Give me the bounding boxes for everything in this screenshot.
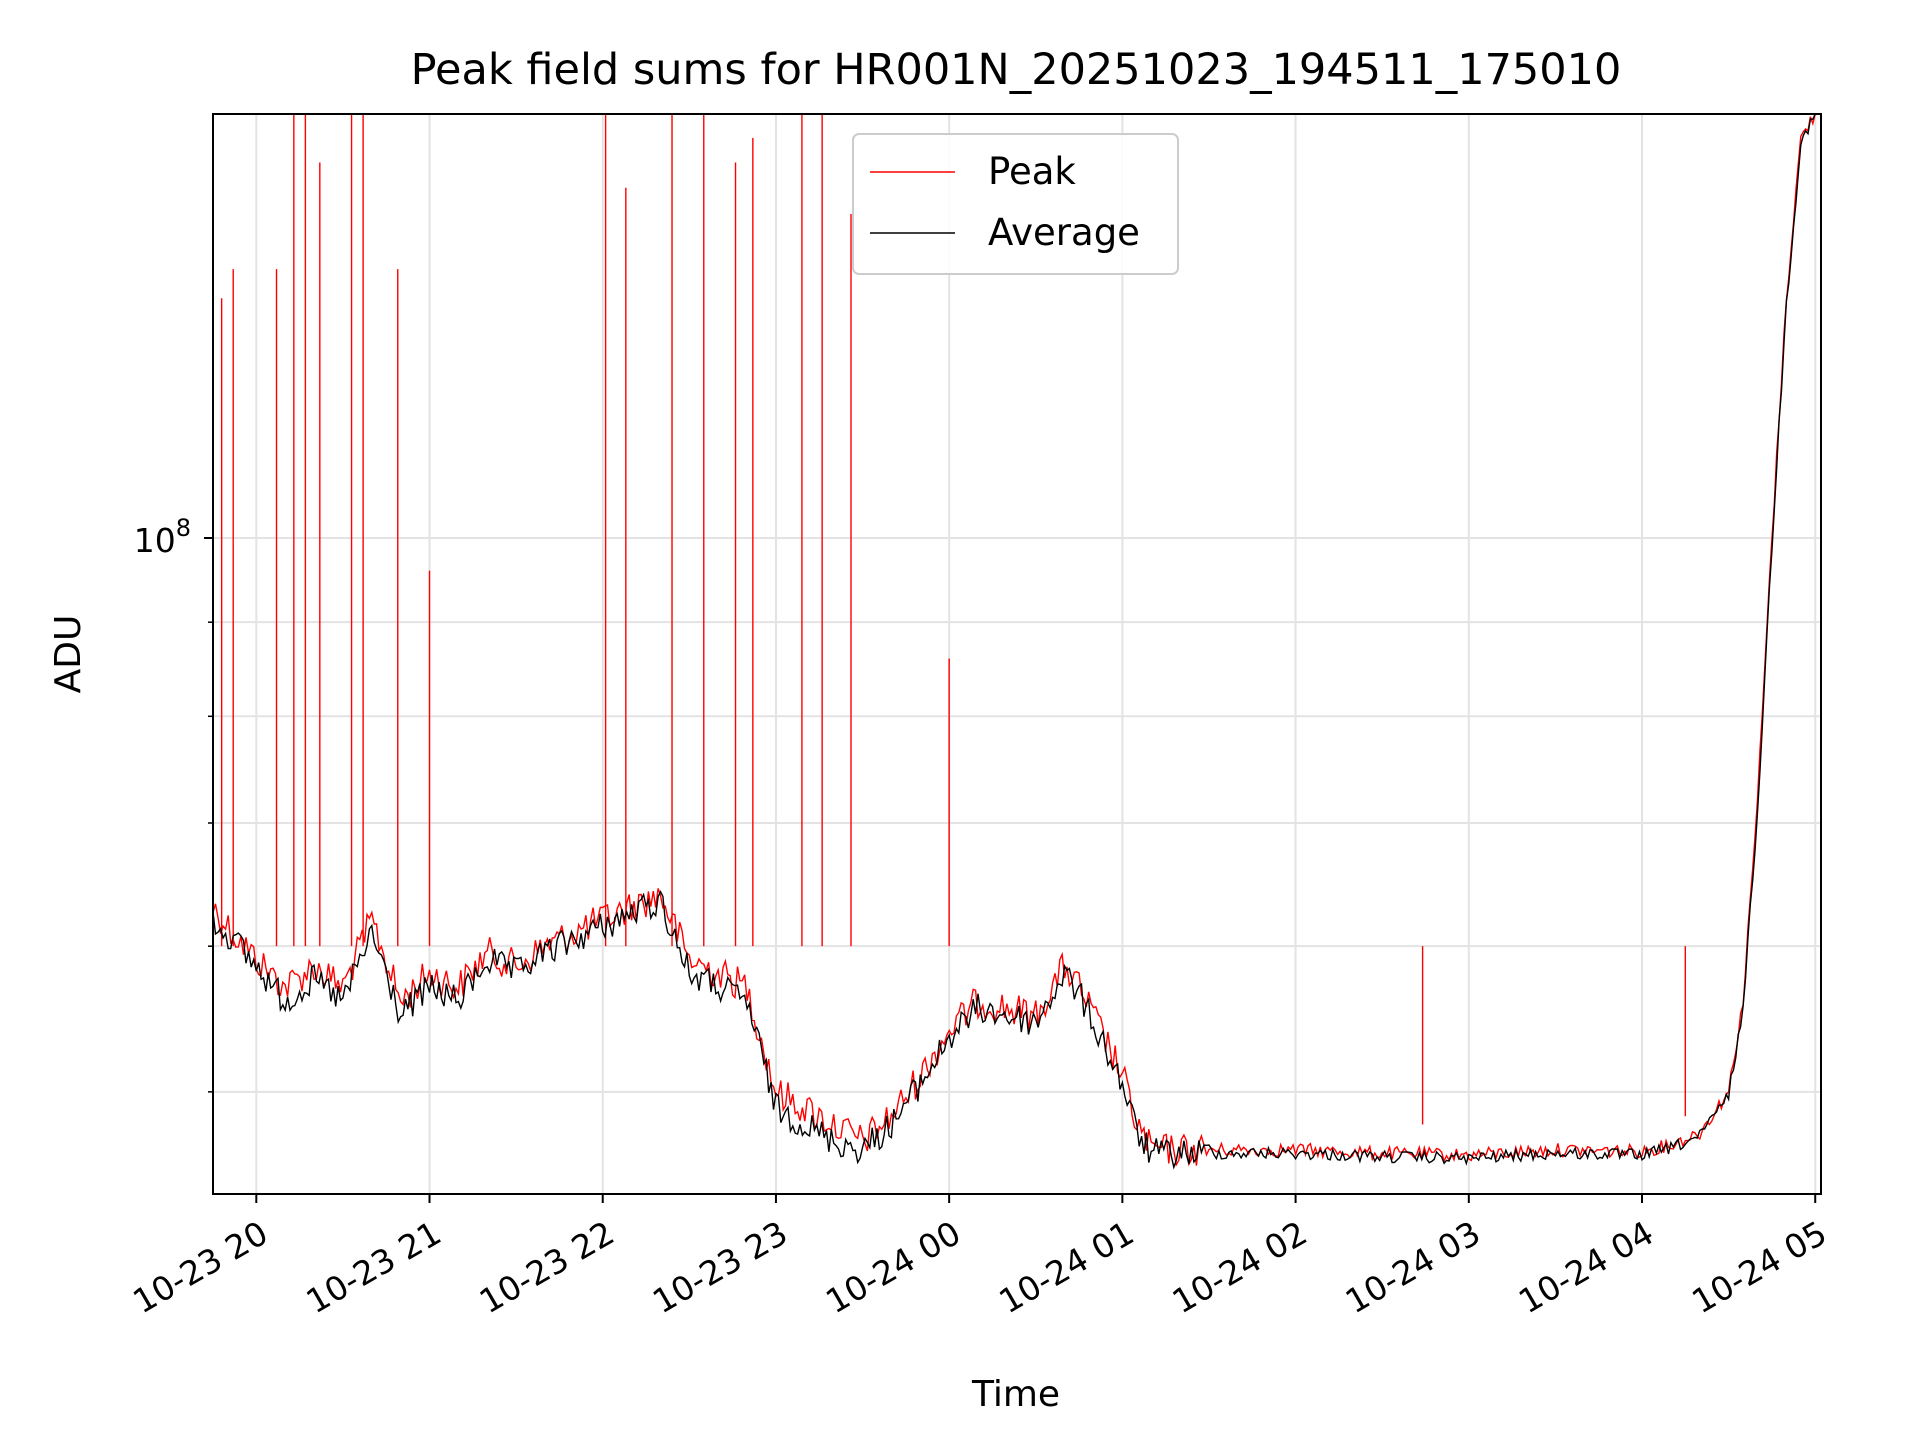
legend-box [852, 133, 1179, 275]
y-axis: 108 [134, 514, 213, 1093]
legend-label-average: Average [988, 211, 1140, 254]
y-tick-label: 108 [134, 514, 191, 560]
plot-area [213, 114, 1816, 1170]
grid [213, 114, 1821, 1194]
axes-frame [212, 113, 1822, 1195]
series-line-average [213, 114, 1816, 1170]
x-axis-title: Time [971, 1374, 1060, 1415]
chart-title: Peak field sums for HR001N_20251023_1945… [411, 45, 1622, 95]
y-axis-title: ADU [48, 615, 89, 694]
legend-label-peak: Peak [988, 150, 1076, 193]
legend: Peak Average [852, 133, 1179, 275]
series-line-peak [213, 114, 1816, 1167]
